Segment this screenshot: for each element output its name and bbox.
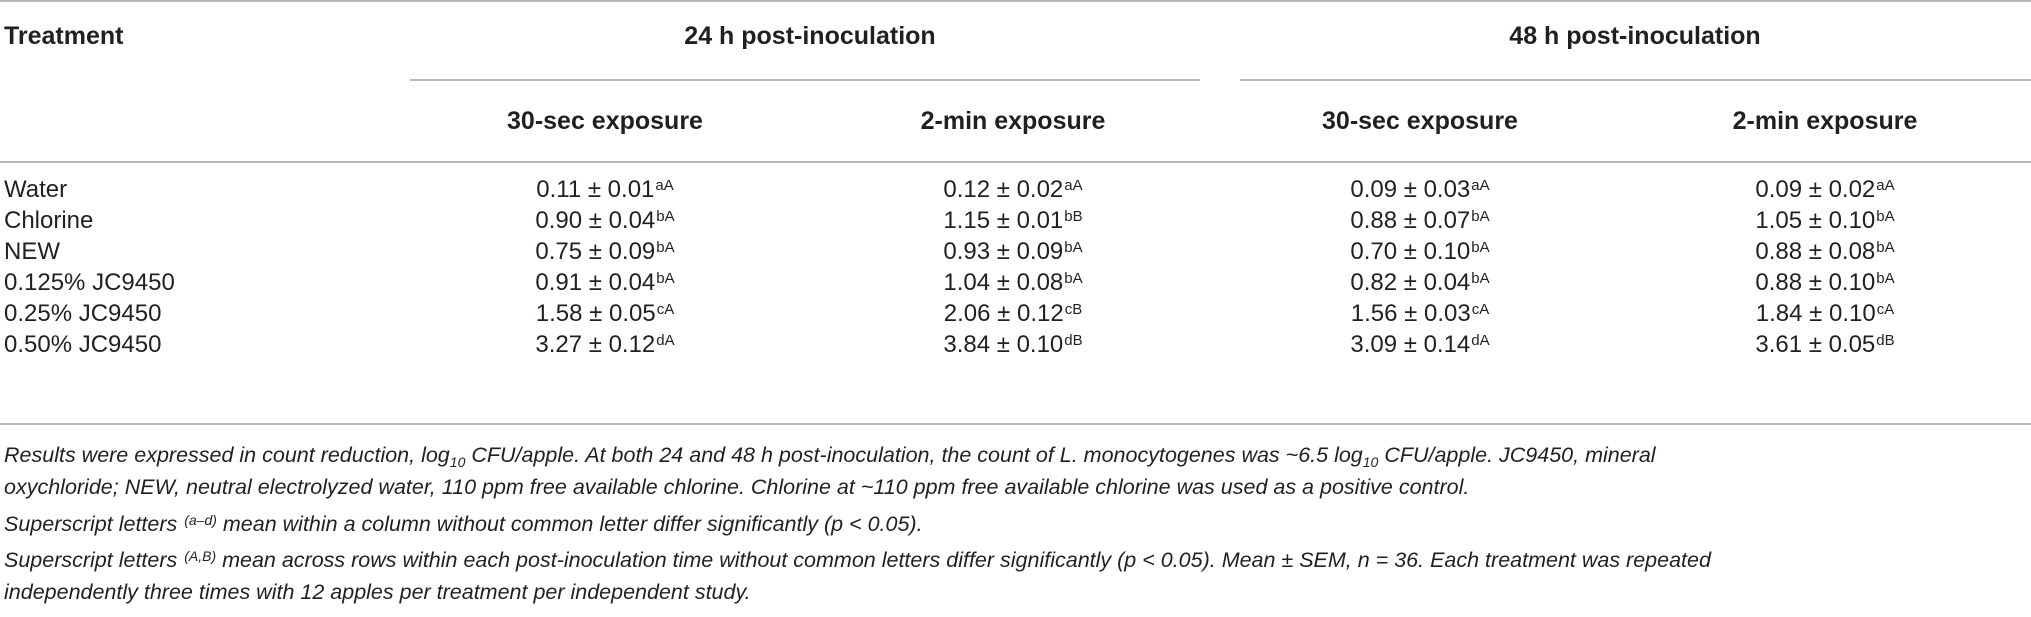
footnote-line-5: independently three times with 12 apples… <box>4 580 751 604</box>
cell-value: 0.75 ± 0.09 <box>535 238 656 265</box>
cell-superscript: dA <box>656 332 675 349</box>
cell-superscript: dA <box>1471 332 1490 349</box>
cell-value: 0.09 ± 0.03 <box>1350 176 1471 203</box>
cell-value: 1.58 ± 0.05 <box>535 300 656 327</box>
row-label: Chlorine <box>4 207 94 234</box>
cell-superscript: bA <box>1064 270 1083 287</box>
cell-value: 0.91 ± 0.04 <box>535 269 656 296</box>
cell-value: 0.88 ± 0.10 <box>1755 269 1876 296</box>
header-48h-30sec: 30-sec exposure <box>1322 107 1518 135</box>
table-cell: 3.61 ± 0.05dB <box>1645 331 2005 359</box>
table-cell: 0.12 ± 0.02aA <box>833 176 1193 204</box>
cell-superscript: bA <box>656 239 675 256</box>
cell-value: 1.05 ± 0.10 <box>1755 207 1876 234</box>
cell-value: 0.82 ± 0.04 <box>1350 269 1471 296</box>
table-cell: 2.06 ± 0.12cB <box>833 300 1193 328</box>
table-cell: 0.09 ± 0.02aA <box>1645 176 2005 204</box>
cell-superscript: bA <box>1876 208 1895 225</box>
header-bottom-rule <box>0 161 2031 163</box>
table-cell: 0.90 ± 0.04bA <box>425 207 785 235</box>
row-label: NEW <box>4 238 60 265</box>
table-cell: 0.82 ± 0.04bA <box>1240 269 1600 297</box>
table-cell: 0.11 ± 0.01aA <box>425 176 785 204</box>
cell-superscript: bA <box>1064 239 1083 256</box>
cell-superscript: aA <box>655 177 674 194</box>
header-24h-2min: 2-min exposure <box>920 107 1106 135</box>
cell-value: 3.09 ± 0.14 <box>1350 331 1471 358</box>
footnote-line-3: Superscript letters (a–d) mean within a … <box>4 512 923 536</box>
table-cell: 1.56 ± 0.03cA <box>1240 300 1600 328</box>
table-cell: 1.04 ± 0.08bA <box>833 269 1193 297</box>
header-treatment: Treatment <box>4 22 124 50</box>
table-cell: 3.84 ± 0.10dB <box>833 331 1193 359</box>
cell-superscript: cA <box>1471 301 1490 318</box>
table-bottom-rule <box>0 423 2031 425</box>
table-cell: 0.88 ± 0.08bA <box>1645 238 2005 266</box>
cell-value: 1.15 ± 0.01 <box>943 207 1064 234</box>
table-cell: 1.15 ± 0.01bB <box>833 207 1193 235</box>
table-cell: 1.58 ± 0.05cA <box>425 300 785 328</box>
table-cell: 1.84 ± 0.10cA <box>1645 300 2005 328</box>
table-cell: 1.05 ± 0.10bA <box>1645 207 2005 235</box>
cell-value: 0.70 ± 0.10 <box>1350 238 1471 265</box>
cell-value: 0.88 ± 0.08 <box>1755 238 1876 265</box>
cell-superscript: aA <box>1064 177 1083 194</box>
table-cell: 0.09 ± 0.03aA <box>1240 176 1600 204</box>
group-24h-underline <box>410 79 1200 81</box>
cell-value: 2.06 ± 0.12 <box>943 300 1064 327</box>
row-label: 0.25% JC9450 <box>4 300 162 327</box>
cell-value: 3.84 ± 0.10 <box>943 331 1064 358</box>
cell-value: 0.09 ± 0.02 <box>1755 176 1876 203</box>
table-cell: 0.93 ± 0.09bA <box>833 238 1193 266</box>
cell-value: 0.93 ± 0.09 <box>943 238 1064 265</box>
cell-superscript: bA <box>1471 270 1490 287</box>
cell-superscript: bA <box>656 270 675 287</box>
footnote-line-2: oxychloride; NEW, neutral electrolyzed w… <box>4 475 1470 499</box>
table-cell: 0.75 ± 0.09bA <box>425 238 785 266</box>
cell-superscript: aA <box>1471 177 1490 194</box>
cell-value: 3.61 ± 0.05 <box>1755 331 1876 358</box>
footnote-line-4: Superscript letters (A,B) mean across ro… <box>4 548 1711 572</box>
top-rule <box>0 0 2031 2</box>
cell-superscript: dB <box>1064 332 1083 349</box>
table-cell: 0.70 ± 0.10bA <box>1240 238 1600 266</box>
cell-value: 0.12 ± 0.02 <box>943 176 1064 203</box>
footnote-line-1: Results were expressed in count reductio… <box>4 443 1656 470</box>
header-24h-30sec: 30-sec exposure <box>507 107 703 135</box>
cell-superscript: bA <box>1471 239 1490 256</box>
cell-superscript: cB <box>1064 301 1083 318</box>
cell-superscript: bA <box>656 208 675 225</box>
cell-superscript: bA <box>1471 208 1490 225</box>
cell-value: 0.11 ± 0.01 <box>536 176 655 203</box>
cell-superscript: cA <box>656 301 675 318</box>
header-group-24h: 24 h post-inoculation <box>684 22 936 50</box>
row-label: 0.125% JC9450 <box>4 269 175 296</box>
cell-superscript: cA <box>1876 301 1895 318</box>
cell-superscript: bA <box>1876 270 1895 287</box>
cell-superscript: aA <box>1876 177 1895 194</box>
cell-superscript: bA <box>1876 239 1895 256</box>
table-cell: 0.91 ± 0.04bA <box>425 269 785 297</box>
table-cell: 0.88 ± 0.10bA <box>1645 269 2005 297</box>
cell-value: 1.04 ± 0.08 <box>943 269 1064 296</box>
table-cell: 3.09 ± 0.14dA <box>1240 331 1600 359</box>
table-cell: 0.88 ± 0.07bA <box>1240 207 1600 235</box>
cell-value: 3.27 ± 0.12 <box>535 331 656 358</box>
cell-value: 1.84 ± 0.10 <box>1755 300 1876 327</box>
cell-superscript: dB <box>1876 332 1895 349</box>
row-label: Water <box>4 176 68 203</box>
header-48h-2min: 2-min exposure <box>1732 107 1918 135</box>
cell-superscript: bB <box>1064 208 1083 225</box>
header-group-48h: 48 h post-inoculation <box>1509 22 1761 50</box>
group-48h-underline <box>1240 79 2031 81</box>
cell-value: 0.90 ± 0.04 <box>535 207 656 234</box>
table-cell: 3.27 ± 0.12dA <box>425 331 785 359</box>
cell-value: 0.88 ± 0.07 <box>1350 207 1471 234</box>
row-label: 0.50% JC9450 <box>4 331 162 358</box>
cell-value: 1.56 ± 0.03 <box>1350 300 1471 327</box>
